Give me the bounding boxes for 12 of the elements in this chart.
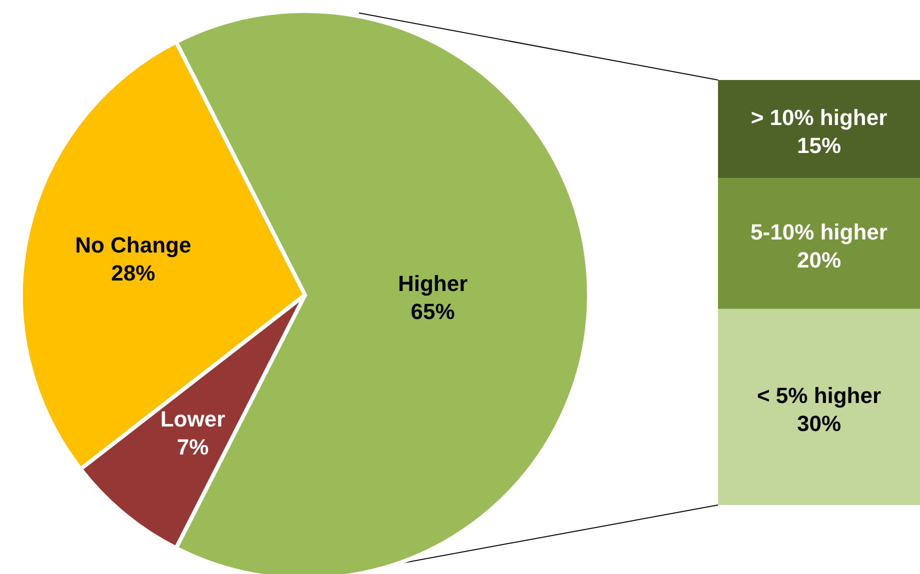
data-label: 20%	[796, 247, 842, 272]
data-label: 65%	[410, 299, 455, 324]
series-label: < 5% higher	[756, 382, 882, 408]
data-label: 28%	[111, 260, 156, 286]
data-label: 7%	[176, 434, 209, 460]
slice-label: Lower	[160, 406, 226, 432]
data-label: 30%	[796, 410, 842, 436]
data-label: 15%	[796, 133, 842, 158]
slice-label: No Change	[75, 232, 192, 258]
series-label: 5-10% higher	[750, 219, 888, 244]
series-label: > 10% higher	[750, 105, 888, 130]
slice-label: Higher	[398, 271, 468, 296]
